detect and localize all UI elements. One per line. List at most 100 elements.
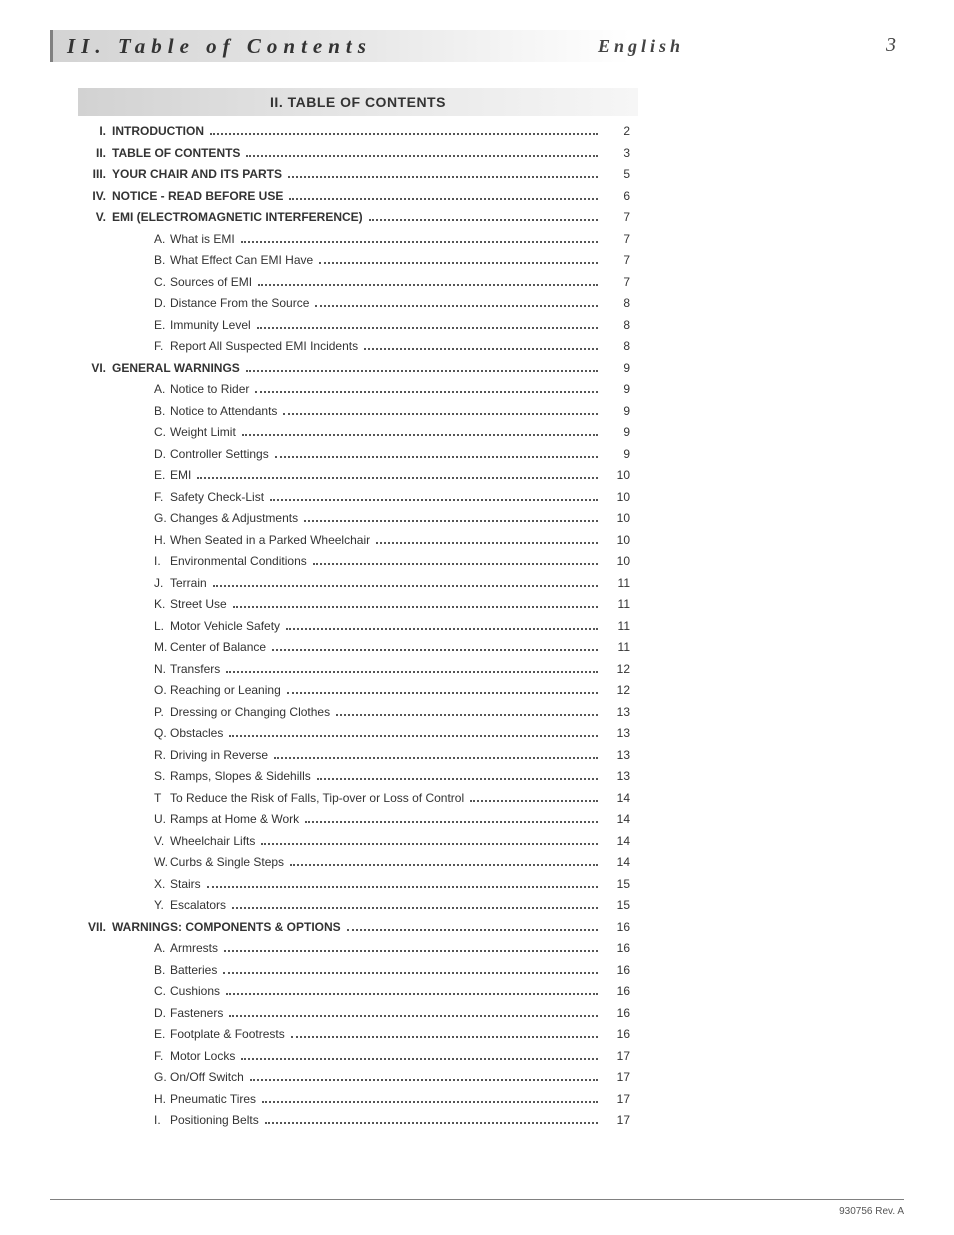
toc-label: Changes & Adjustments [170,511,302,525]
toc-dot-leader [315,297,598,307]
toc-dot-leader [289,190,598,200]
toc-letter: E. [112,468,170,482]
toc-dot-leader [233,598,598,608]
toc-letter: E. [112,318,170,332]
toc-page-number: 14 [602,834,630,848]
toc-page-number: 13 [602,705,630,719]
toc-letter: F. [112,339,170,353]
toc-dot-leader [262,1093,598,1103]
toc-page-number: 16 [602,963,630,977]
toc-dot-leader [257,319,598,329]
toc-dot-leader [283,405,598,415]
toc-row: N.Transfers12 [70,662,630,684]
toc-page-number: 16 [602,920,630,934]
toc-letter: A. [112,941,170,955]
toc-page-number: 14 [602,812,630,826]
toc-label: Ramps, Slopes & Sidehills [170,769,315,783]
toc-roman: V. [70,210,112,224]
toc-letter: I. [112,554,170,568]
toc-label: Sources of EMI [170,275,256,289]
toc-label: Reaching or Leaning [170,683,285,697]
toc-row: VII.WARNINGS: COMPONENTS & OPTIONS16 [70,920,630,942]
toc-heading: II. TABLE OF CONTENTS [270,94,446,110]
toc-row: D.Controller Settings9 [70,447,630,469]
toc-letter: T [112,791,170,805]
toc-dot-leader [229,1007,598,1017]
toc-roman: II. [70,146,112,160]
toc-row: O.Reaching or Leaning12 [70,683,630,705]
toc-dot-leader [286,620,598,630]
toc-row: C.Weight Limit9 [70,425,630,447]
toc-label: Safety Check-List [170,490,268,504]
toc-row: D.Fasteners16 [70,1006,630,1028]
toc-roman: VI. [70,361,112,375]
toc-dot-leader [319,254,598,264]
toc-row: K.Street Use11 [70,597,630,619]
toc-label: Pneumatic Tires [170,1092,260,1106]
toc-letter: X. [112,877,170,891]
toc-dot-leader [291,1028,598,1038]
toc-letter: A. [112,382,170,396]
toc-label: EMI (ELECTROMAGNETIC INTERFERENCE) [112,210,367,224]
toc-page-number: 10 [602,511,630,525]
toc-label: Footplate & Footrests [170,1027,289,1041]
toc-page-number: 7 [602,275,630,289]
toc-label: Dressing or Changing Clothes [170,705,334,719]
toc-row: TTo Reduce the Risk of Falls, Tip-over o… [70,791,630,813]
toc-row: L.Motor Vehicle Safety11 [70,619,630,641]
toc-dot-leader [210,125,598,135]
toc-page-number: 12 [602,662,630,676]
toc-letter: H. [112,1092,170,1106]
toc-page-number: 8 [602,296,630,310]
toc-page-number: 13 [602,726,630,740]
toc-page-number: 7 [602,253,630,267]
toc-letter: F. [112,1049,170,1063]
toc-row: P.Dressing or Changing Clothes13 [70,705,630,727]
toc-label: YOUR CHAIR AND ITS PARTS [112,167,286,181]
toc-label: Motor Locks [170,1049,239,1063]
toc-letter: Y. [112,898,170,912]
toc-row: G.Changes & Adjustments10 [70,511,630,533]
toc-label: Stairs [170,877,205,891]
document-page: II. Table of Contents English 3 II. TABL… [0,0,954,1235]
toc-page-number: 13 [602,769,630,783]
toc-dot-leader [364,340,598,350]
toc-dot-leader [229,727,598,737]
toc-letter: B. [112,253,170,267]
toc-dot-leader [207,878,598,888]
toc-dot-leader [270,491,598,501]
toc-row: B.Notice to Attendants9 [70,404,630,426]
toc-page-number: 12 [602,683,630,697]
toc-dot-leader [287,684,598,694]
toc-letter: B. [112,963,170,977]
toc-letter: H. [112,533,170,547]
toc-dot-leader [241,1050,598,1060]
page-header: II. Table of Contents English 3 [50,30,904,70]
toc-page-number: 16 [602,984,630,998]
toc-dot-leader [305,813,598,823]
toc-page-number: 10 [602,490,630,504]
toc-row: R.Driving in Reverse13 [70,748,630,770]
toc-page-number: 10 [602,554,630,568]
toc-dot-leader [224,942,598,952]
toc-dot-leader [317,770,598,780]
toc-page-number: 5 [602,167,630,181]
toc-dot-leader [275,448,598,458]
toc-label: Distance From the Source [170,296,313,310]
toc-row: E.EMI10 [70,468,630,490]
toc-letter: S. [112,769,170,783]
toc-label: TABLE OF CONTENTS [112,146,244,160]
toc-label: Escalators [170,898,230,912]
toc-page-number: 11 [602,640,630,654]
toc-row: III.YOUR CHAIR AND ITS PARTS5 [70,167,630,189]
toc-label: Cushions [170,984,224,998]
toc-page-number: 2 [602,124,630,138]
toc-page-number: 9 [602,361,630,375]
toc-page-number: 17 [602,1092,630,1106]
toc-row: E.Footplate & Footrests16 [70,1027,630,1049]
toc-page-number: 7 [602,232,630,246]
toc-letter: C. [112,425,170,439]
toc-row: I.Positioning Belts17 [70,1113,630,1135]
toc-row: C.Sources of EMI7 [70,275,630,297]
toc-roman: VII. [70,920,112,934]
